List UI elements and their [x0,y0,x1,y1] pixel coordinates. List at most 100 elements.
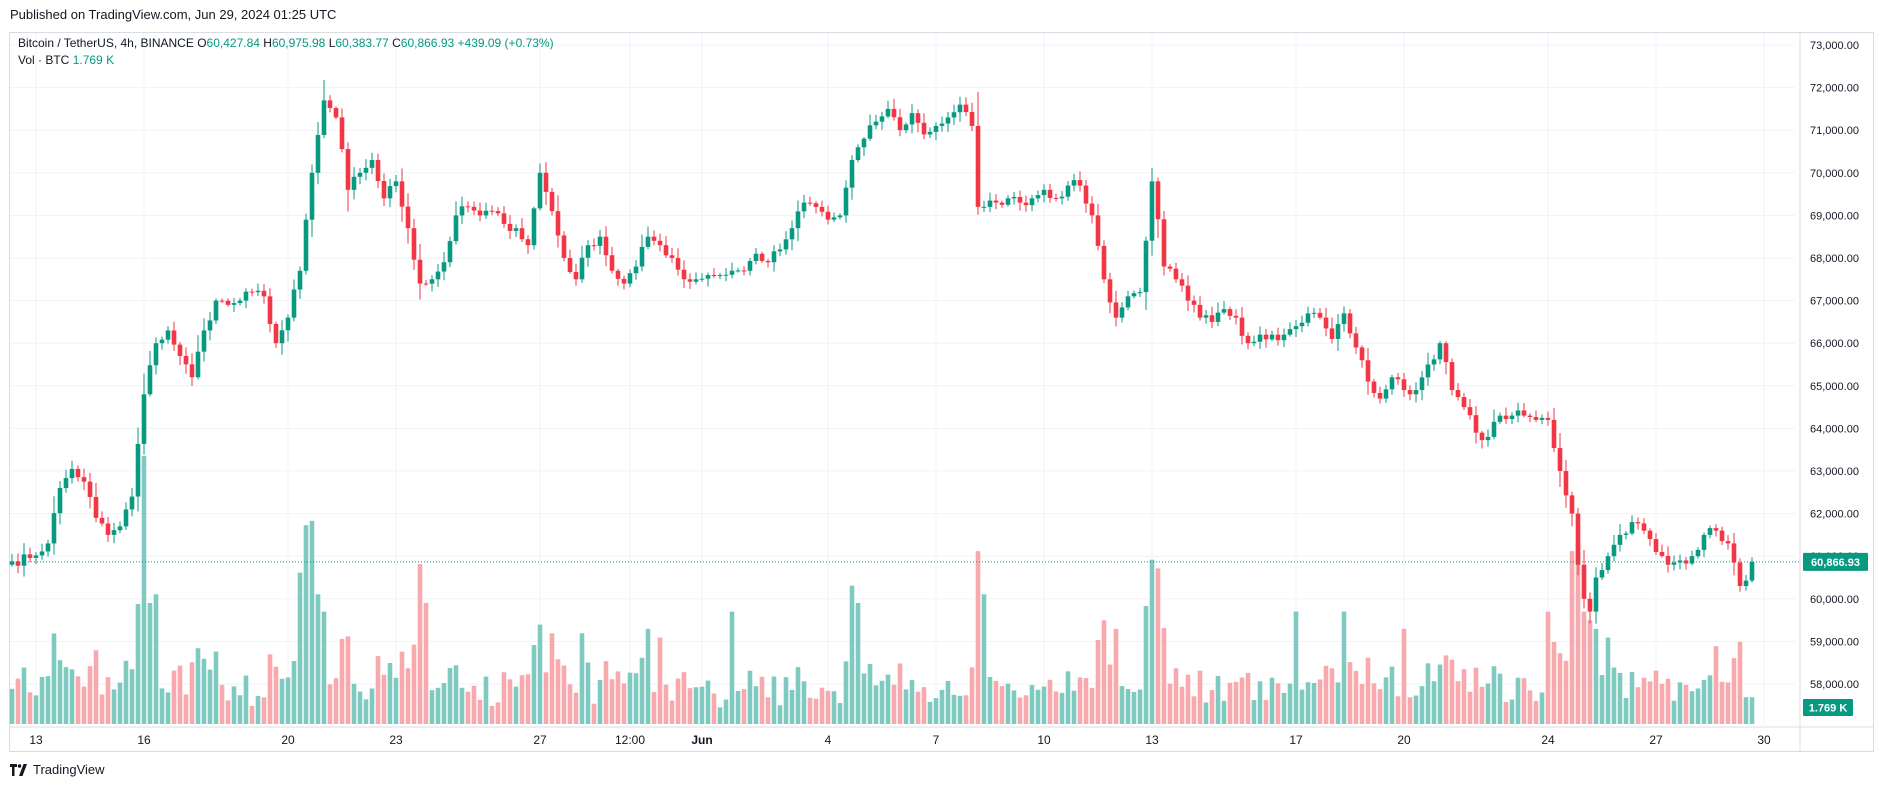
candle-body[interactable] [1395,377,1401,380]
candle-body[interactable] [453,215,459,242]
candle-body[interactable] [495,211,501,214]
candle-body[interactable] [969,112,975,126]
candle-body[interactable] [123,509,129,527]
candle-body[interactable] [1143,240,1149,293]
candle-body[interactable] [417,259,423,284]
candle-body[interactable] [105,523,111,535]
candle-body[interactable] [1737,562,1743,587]
candle-body[interactable] [1203,315,1209,318]
candle-body[interactable] [513,228,519,231]
candle-body[interactable] [1665,555,1671,565]
candle-body[interactable] [99,517,105,524]
candle-body[interactable] [759,253,765,261]
candle-body[interactable] [201,330,207,352]
candle-body[interactable] [1047,189,1053,198]
candle-body[interactable] [1419,377,1425,391]
candle-body[interactable] [1623,533,1629,535]
candle-body[interactable] [249,291,255,293]
candle-body[interactable] [1311,312,1317,314]
candle-body[interactable] [1239,317,1245,336]
candle-body[interactable] [1251,341,1257,344]
candle-body[interactable] [993,200,999,203]
candle-body[interactable] [27,554,33,558]
candle-body[interactable] [687,279,693,282]
candle-body[interactable] [813,203,819,207]
candle-body[interactable] [1611,544,1617,557]
candle-body[interactable] [1089,203,1095,216]
candle-body[interactable] [903,124,909,131]
candle-body[interactable] [171,330,177,345]
candle-body[interactable] [489,210,495,212]
candle-body[interactable] [15,561,21,566]
candle-body[interactable] [705,275,711,279]
candle-body[interactable] [165,330,171,340]
candle-body[interactable] [837,215,843,218]
candle-body[interactable] [657,240,663,246]
candle-body[interactable] [897,117,903,131]
candle-body[interactable] [525,239,531,246]
candle-body[interactable] [873,121,879,126]
candle-body[interactable] [1701,534,1707,550]
candle-body[interactable] [231,303,237,305]
candle-body[interactable] [681,269,687,280]
candle-body[interactable] [1359,347,1365,361]
candle-body[interactable] [885,108,891,117]
candle-body[interactable] [1071,180,1077,186]
candle-body[interactable] [423,283,429,285]
candle-body[interactable] [1347,313,1353,334]
candle-body[interactable] [921,122,927,135]
candle-body[interactable] [1449,362,1455,391]
candle-body[interactable] [351,176,357,190]
candle-body[interactable] [1221,309,1227,313]
candle-body[interactable] [357,172,363,177]
candle-body[interactable] [819,206,825,212]
candle-body[interactable] [321,100,327,135]
candle-body[interactable] [9,561,15,565]
candle-body[interactable] [939,123,945,126]
candle-body[interactable] [405,206,411,229]
candle-body[interactable] [189,364,195,378]
candle-body[interactable] [1407,390,1413,395]
candle-body[interactable] [585,245,591,258]
candle-body[interactable] [297,270,303,290]
candle-body[interactable] [1023,202,1029,206]
candle-body[interactable] [669,255,675,258]
candle-body[interactable] [57,488,63,514]
candle-body[interactable] [435,271,441,280]
candle-body[interactable] [735,270,741,272]
candle-body[interactable] [477,210,483,216]
candle-body[interactable] [987,200,993,207]
candle-body[interactable] [1167,266,1173,269]
candle-body[interactable] [195,351,201,378]
candle-body[interactable] [1707,528,1713,535]
candle-body[interactable] [927,131,933,135]
candle-body[interactable] [1551,419,1557,449]
candle-body[interactable] [1509,415,1515,420]
candle-body[interactable] [543,172,549,192]
candle-body[interactable] [333,108,339,118]
candle-body[interactable] [1293,326,1299,330]
candle-body[interactable] [717,275,723,277]
candle-body[interactable] [279,330,285,344]
candle-body[interactable] [963,104,969,113]
candle-body[interactable] [855,147,861,161]
candle-body[interactable] [1521,410,1527,416]
candle-body[interactable] [375,160,381,182]
candle-body[interactable] [627,273,633,284]
candle-body[interactable] [1323,317,1329,329]
candle-body[interactable] [747,260,753,271]
candle-body[interactable] [207,320,213,331]
candle-body[interactable] [219,300,225,302]
candle-body[interactable] [639,246,645,267]
candle-body[interactable] [1035,195,1041,199]
candle-body[interactable] [81,477,87,482]
candle-body[interactable] [1473,415,1479,433]
candle-body[interactable] [429,279,435,284]
candle-body[interactable] [87,481,93,497]
candle-body[interactable] [1017,196,1023,203]
candle-body[interactable] [1059,196,1065,199]
candle-body[interactable] [1179,279,1185,286]
candle-body[interactable] [1413,390,1419,395]
candle-body[interactable] [615,270,621,279]
candle-body[interactable] [609,255,615,271]
